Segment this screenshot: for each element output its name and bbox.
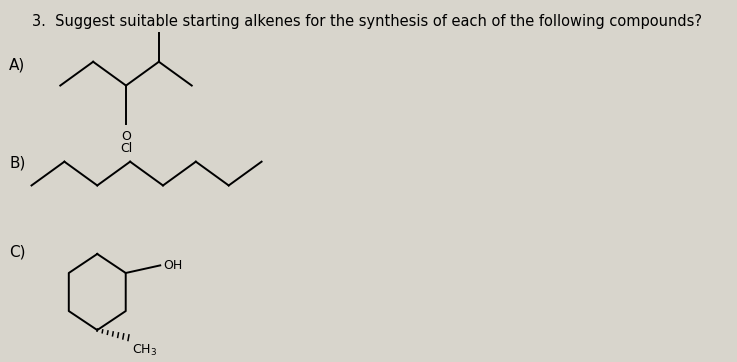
Text: Cl: Cl [120, 142, 132, 155]
Text: A): A) [10, 57, 26, 72]
Text: O: O [121, 130, 131, 143]
Text: B): B) [10, 155, 26, 170]
Text: CH$_3$: CH$_3$ [132, 344, 157, 358]
Text: C): C) [10, 244, 26, 260]
Text: OH: OH [164, 259, 183, 272]
Text: 3.  Suggest suitable starting alkenes for the synthesis of each of the following: 3. Suggest suitable starting alkenes for… [32, 14, 702, 29]
